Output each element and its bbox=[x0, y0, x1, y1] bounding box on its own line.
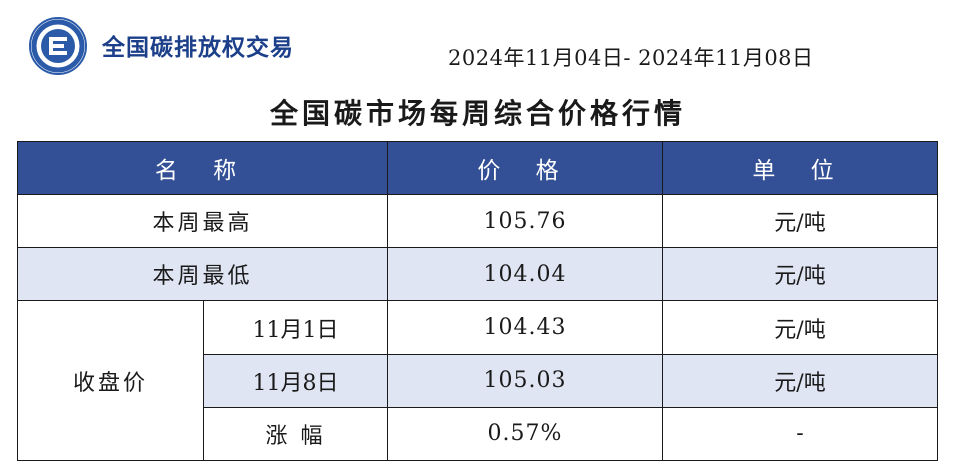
row-price: 105.03 bbox=[387, 353, 663, 408]
column-header-name: 名 称 bbox=[17, 140, 388, 196]
row-unit: 元/吨 bbox=[662, 300, 938, 355]
row-price: 105.76 bbox=[387, 194, 663, 249]
row-unit: - bbox=[662, 406, 938, 462]
column-header-unit: 单 位 bbox=[662, 140, 938, 196]
table-row: 11月8日 105.03 元/吨 bbox=[18, 353, 938, 408]
brand-name: 全国碳排放权交易 bbox=[102, 35, 294, 61]
page-title: 全国碳市场每周综合价格行情 bbox=[269, 97, 686, 130]
table-row: 本周最高 105.76 元/吨 bbox=[17, 194, 938, 249]
table-row: 涨 幅 0.57% - bbox=[18, 406, 938, 462]
closing-price-label: 收盘价 bbox=[17, 300, 204, 461]
row-price: 104.04 bbox=[387, 247, 663, 302]
price-table: 名 称 价 格 单 位 本周最高 105.76 元/吨 本周最低 104.04 … bbox=[17, 140, 938, 462]
row-price: 104.43 bbox=[387, 300, 663, 355]
row-label: 本周最低 bbox=[17, 247, 388, 302]
table-row: 本周最低 104.04 元/吨 bbox=[17, 247, 938, 302]
row-unit: 元/吨 bbox=[662, 194, 938, 249]
row-label: 本周最高 bbox=[17, 194, 388, 249]
table-row: 收盘价 11月1日 104.43 元/吨 bbox=[17, 300, 938, 461]
date-range: 2024年11月04日- 2024年11月08日 bbox=[448, 46, 814, 70]
column-header-price: 价 格 bbox=[387, 140, 663, 196]
row-unit: 元/吨 bbox=[662, 353, 938, 408]
row-date: 涨 幅 bbox=[203, 406, 388, 462]
row-price: 0.57% bbox=[387, 406, 663, 462]
row-unit: 元/吨 bbox=[662, 247, 938, 302]
row-date: 11月1日 bbox=[203, 300, 388, 355]
ets-logo-icon bbox=[29, 17, 87, 75]
table-header-row: 名 称 价 格 单 位 bbox=[17, 140, 938, 196]
row-date: 11月8日 bbox=[203, 353, 388, 408]
